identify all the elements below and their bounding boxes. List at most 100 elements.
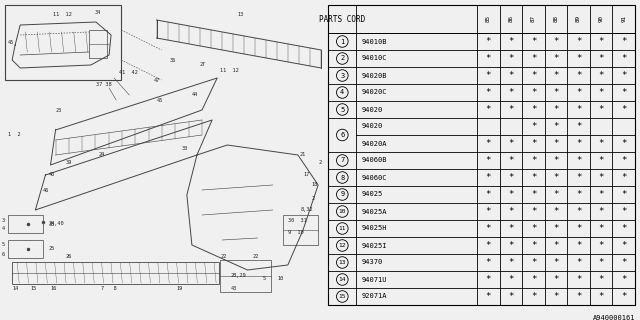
Bar bbox=[5, 5, 121, 80]
Text: *: * bbox=[531, 88, 536, 97]
Text: *: * bbox=[576, 139, 581, 148]
Text: *: * bbox=[598, 258, 604, 267]
Text: *: * bbox=[576, 190, 581, 199]
Text: *: * bbox=[554, 224, 559, 233]
Text: 35: 35 bbox=[49, 222, 55, 228]
Text: 10: 10 bbox=[339, 209, 346, 214]
Text: *: * bbox=[508, 241, 513, 250]
Text: *: * bbox=[621, 207, 627, 216]
Text: *: * bbox=[508, 54, 513, 63]
Text: 45: 45 bbox=[157, 98, 163, 102]
Text: *: * bbox=[486, 139, 491, 148]
Text: *: * bbox=[486, 156, 491, 165]
Text: *: * bbox=[576, 258, 581, 267]
Text: *: * bbox=[554, 258, 559, 267]
Text: *: * bbox=[621, 71, 627, 80]
Text: *: * bbox=[554, 241, 559, 250]
Text: 10: 10 bbox=[278, 276, 284, 281]
Text: 94060B: 94060B bbox=[362, 157, 387, 164]
Text: 39: 39 bbox=[66, 159, 72, 164]
Text: 25: 25 bbox=[49, 245, 55, 251]
Text: 94020: 94020 bbox=[362, 124, 383, 130]
Text: *: * bbox=[621, 37, 627, 46]
Text: *: * bbox=[598, 37, 604, 46]
Text: *: * bbox=[621, 156, 627, 165]
Text: 92071A: 92071A bbox=[362, 293, 387, 300]
Text: *: * bbox=[508, 105, 513, 114]
Text: *: * bbox=[554, 105, 559, 114]
Text: 94025A: 94025A bbox=[362, 209, 387, 214]
Text: *: * bbox=[486, 54, 491, 63]
Text: 94010C: 94010C bbox=[362, 55, 387, 61]
Text: *: * bbox=[621, 88, 627, 97]
Text: *: * bbox=[621, 292, 627, 301]
Text: *: * bbox=[554, 275, 559, 284]
Text: 43: 43 bbox=[230, 285, 237, 291]
Text: *: * bbox=[576, 71, 581, 80]
Text: *: * bbox=[554, 71, 559, 80]
Text: *: * bbox=[531, 292, 536, 301]
Text: 3: 3 bbox=[340, 73, 344, 78]
Text: *: * bbox=[598, 173, 604, 182]
Text: *: * bbox=[508, 88, 513, 97]
Text: *: * bbox=[554, 139, 559, 148]
Text: 94025: 94025 bbox=[362, 191, 383, 197]
Text: 44: 44 bbox=[192, 92, 198, 98]
Text: *: * bbox=[598, 105, 604, 114]
Text: *: * bbox=[598, 275, 604, 284]
Text: *: * bbox=[621, 275, 627, 284]
Text: 2: 2 bbox=[311, 196, 314, 201]
Text: 9: 9 bbox=[340, 191, 344, 197]
Text: *: * bbox=[508, 292, 513, 301]
Text: 4: 4 bbox=[2, 227, 5, 231]
Text: 24: 24 bbox=[99, 153, 105, 157]
Text: *: * bbox=[554, 292, 559, 301]
Text: *: * bbox=[531, 275, 536, 284]
Text: *: * bbox=[598, 241, 604, 250]
Text: *: * bbox=[576, 207, 581, 216]
Text: *: * bbox=[621, 173, 627, 182]
Text: *: * bbox=[598, 88, 604, 97]
Text: 46: 46 bbox=[42, 188, 49, 193]
Text: 22: 22 bbox=[253, 254, 259, 260]
Text: *: * bbox=[531, 37, 536, 46]
Text: *: * bbox=[531, 139, 536, 148]
Text: *: * bbox=[531, 54, 536, 63]
Text: *: * bbox=[508, 258, 513, 267]
Text: 15: 15 bbox=[339, 294, 346, 299]
Text: *: * bbox=[508, 37, 513, 46]
Text: 5: 5 bbox=[262, 276, 266, 281]
Text: 19: 19 bbox=[177, 285, 183, 291]
Text: 94020B: 94020B bbox=[362, 73, 387, 78]
Text: 94060C: 94060C bbox=[362, 174, 387, 180]
Text: *: * bbox=[531, 173, 536, 182]
Text: *: * bbox=[486, 258, 491, 267]
Text: 11  12: 11 12 bbox=[220, 68, 239, 73]
Text: 6: 6 bbox=[340, 132, 344, 138]
Text: *: * bbox=[531, 241, 536, 250]
Text: *: * bbox=[508, 190, 513, 199]
Text: 33: 33 bbox=[182, 146, 188, 150]
Text: *: * bbox=[554, 156, 559, 165]
Text: 94370: 94370 bbox=[362, 260, 383, 266]
Text: *: * bbox=[508, 156, 513, 165]
Text: *: * bbox=[554, 122, 559, 131]
Text: 94020A: 94020A bbox=[362, 140, 387, 147]
Text: 94025I: 94025I bbox=[362, 243, 387, 249]
Text: *: * bbox=[486, 173, 491, 182]
Bar bbox=[220, 260, 271, 292]
Text: 14: 14 bbox=[339, 277, 346, 282]
Text: *: * bbox=[576, 292, 581, 301]
Text: *: * bbox=[576, 88, 581, 97]
Bar bbox=[12, 262, 219, 284]
Text: *: * bbox=[621, 258, 627, 267]
Text: 22: 22 bbox=[220, 254, 227, 260]
Text: *: * bbox=[598, 139, 604, 148]
Text: *: * bbox=[621, 54, 627, 63]
Text: 8,32: 8,32 bbox=[301, 207, 314, 212]
Text: *: * bbox=[531, 207, 536, 216]
Text: *: * bbox=[531, 190, 536, 199]
Text: 1: 1 bbox=[340, 38, 344, 44]
Text: *: * bbox=[531, 105, 536, 114]
Text: 94025H: 94025H bbox=[362, 226, 387, 231]
